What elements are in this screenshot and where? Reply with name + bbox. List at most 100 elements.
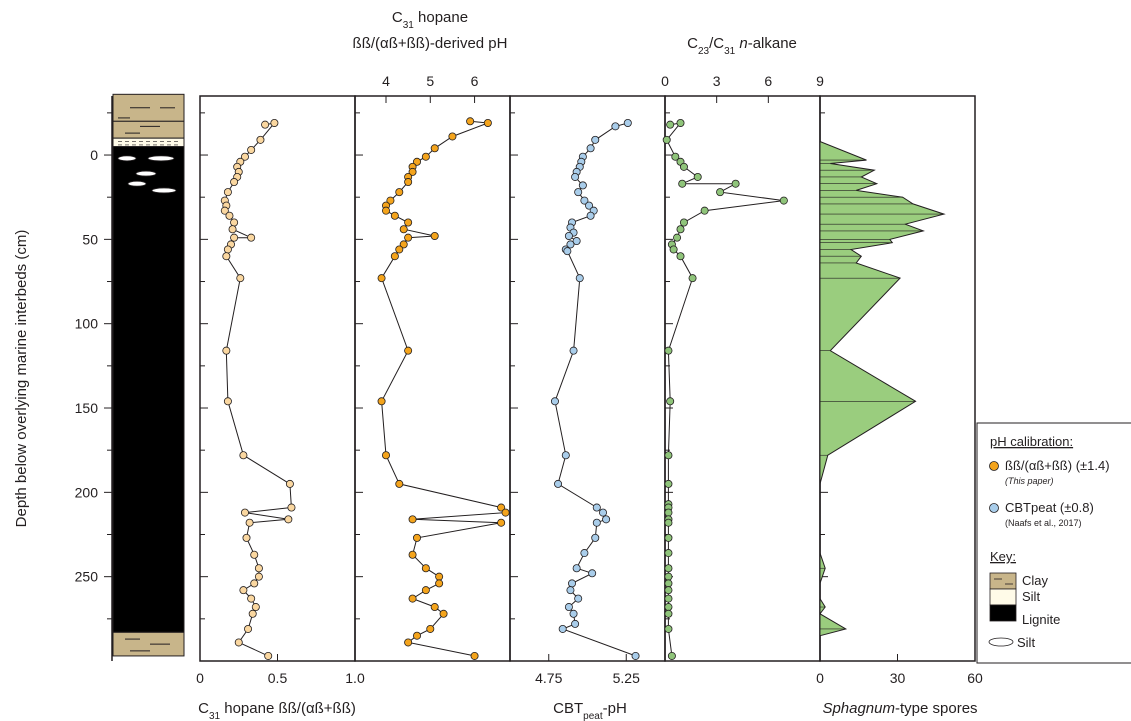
data-point bbox=[395, 479, 404, 488]
legend-key-title: Key: bbox=[990, 549, 1016, 564]
data-point bbox=[430, 144, 439, 153]
data-point bbox=[421, 564, 430, 573]
data-point bbox=[580, 196, 589, 205]
data-point bbox=[247, 594, 256, 603]
data-point bbox=[592, 503, 601, 512]
data-point bbox=[430, 231, 439, 240]
x-axis-bottom-cbt-ph: 4.75 5.25 bbox=[535, 654, 640, 686]
data-point bbox=[673, 233, 682, 242]
data-point bbox=[664, 518, 673, 527]
data-point bbox=[448, 132, 457, 141]
legend-marker bbox=[989, 503, 999, 513]
data-point bbox=[664, 451, 673, 460]
series-line-hopane-ph bbox=[381, 120, 507, 657]
silt-lens bbox=[127, 180, 147, 187]
x-tick-label: 4 bbox=[382, 73, 390, 89]
data-point bbox=[676, 225, 685, 234]
data-point bbox=[700, 206, 709, 215]
series-spores bbox=[819, 140, 946, 656]
legend-key-label: Silt bbox=[1017, 635, 1035, 650]
legend-frame bbox=[976, 422, 1131, 664]
data-point bbox=[426, 624, 435, 633]
data-point bbox=[408, 594, 417, 603]
legend-key-label: Lignite bbox=[1022, 612, 1060, 627]
lith-clay-bottom bbox=[112, 631, 185, 657]
depth-tick-label: 100 bbox=[75, 316, 99, 332]
x-axis-title-hopane-ph-line1: C31 hopane bbox=[392, 9, 468, 31]
legend-swatch-silt bbox=[989, 588, 1017, 606]
data-point bbox=[412, 631, 421, 640]
data-point bbox=[676, 252, 685, 261]
data-point bbox=[592, 518, 601, 527]
data-point bbox=[245, 518, 254, 527]
legend-item-note: (This paper) bbox=[1005, 476, 1054, 486]
data-point bbox=[664, 346, 673, 355]
data-point bbox=[561, 451, 570, 460]
data-point bbox=[254, 564, 263, 573]
data-point bbox=[564, 603, 573, 612]
data-point bbox=[679, 162, 688, 171]
data-point bbox=[408, 167, 417, 176]
data-point bbox=[569, 346, 578, 355]
data-point bbox=[631, 651, 640, 660]
data-point bbox=[676, 118, 685, 127]
x-tick-label: 60 bbox=[967, 670, 983, 686]
data-point bbox=[377, 397, 386, 406]
lith-clay-upper bbox=[112, 120, 185, 139]
x-tick-label: 4.75 bbox=[535, 670, 562, 686]
data-point bbox=[671, 152, 680, 161]
data-point bbox=[220, 206, 229, 215]
panel-frame-1 bbox=[199, 95, 356, 662]
x-axis-title-hopane-ph-line2: ßß/(αß+ßß)-derived pH bbox=[353, 35, 508, 52]
data-point bbox=[264, 651, 273, 660]
data-point bbox=[602, 515, 611, 524]
data-point bbox=[693, 172, 702, 181]
data-point bbox=[247, 145, 256, 154]
data-point bbox=[270, 118, 279, 127]
data-point bbox=[664, 479, 673, 488]
silt-lens bbox=[117, 155, 137, 162]
data-point bbox=[435, 572, 444, 581]
data-point bbox=[390, 252, 399, 261]
data-point bbox=[591, 533, 600, 542]
data-point bbox=[386, 196, 395, 205]
x-axis-bottom-spores: 0 30 60 bbox=[816, 654, 983, 686]
x-tick-label: 5.25 bbox=[613, 670, 640, 686]
depth-tick-label: 250 bbox=[75, 569, 99, 585]
lithology-column bbox=[112, 93, 185, 657]
x-tick-label: 0 bbox=[661, 73, 669, 89]
data-point bbox=[611, 122, 620, 131]
data-point bbox=[242, 533, 251, 542]
depth-axis-title: Depth below overlying marine interbeds (… bbox=[13, 230, 30, 528]
data-point bbox=[247, 233, 256, 242]
series-alkane bbox=[662, 118, 788, 660]
x-axis-top-hopane-ph: 4 5 6 bbox=[382, 73, 479, 103]
data-point bbox=[230, 178, 239, 187]
data-point bbox=[239, 586, 248, 595]
data-point bbox=[251, 603, 260, 612]
legend-item-note: (Naafs et al., 2017) bbox=[1005, 518, 1082, 528]
data-point bbox=[256, 135, 265, 144]
data-point bbox=[234, 638, 243, 647]
data-point bbox=[688, 274, 697, 283]
lith-lignite bbox=[112, 146, 185, 633]
data-point bbox=[666, 397, 675, 406]
x-tick-label: 1.0 bbox=[345, 670, 365, 686]
x-tick-label: 5 bbox=[426, 73, 434, 89]
data-point bbox=[228, 225, 237, 234]
data-point bbox=[664, 609, 673, 618]
data-point bbox=[381, 451, 390, 460]
data-point bbox=[395, 245, 404, 254]
x-tick-label: 9 bbox=[816, 73, 824, 89]
data-point bbox=[408, 550, 417, 559]
data-point bbox=[575, 274, 584, 283]
data-point bbox=[408, 515, 417, 524]
data-point bbox=[574, 594, 583, 603]
data-point bbox=[580, 549, 589, 558]
x-axis-title-hopane-ratio: C31 hopane ßß/(αß+ßß) bbox=[198, 700, 356, 721]
data-point bbox=[591, 135, 600, 144]
data-point bbox=[412, 533, 421, 542]
silt-lens bbox=[151, 187, 177, 194]
data-point bbox=[285, 479, 294, 488]
legend-swatch-silt-lens bbox=[988, 637, 1014, 647]
